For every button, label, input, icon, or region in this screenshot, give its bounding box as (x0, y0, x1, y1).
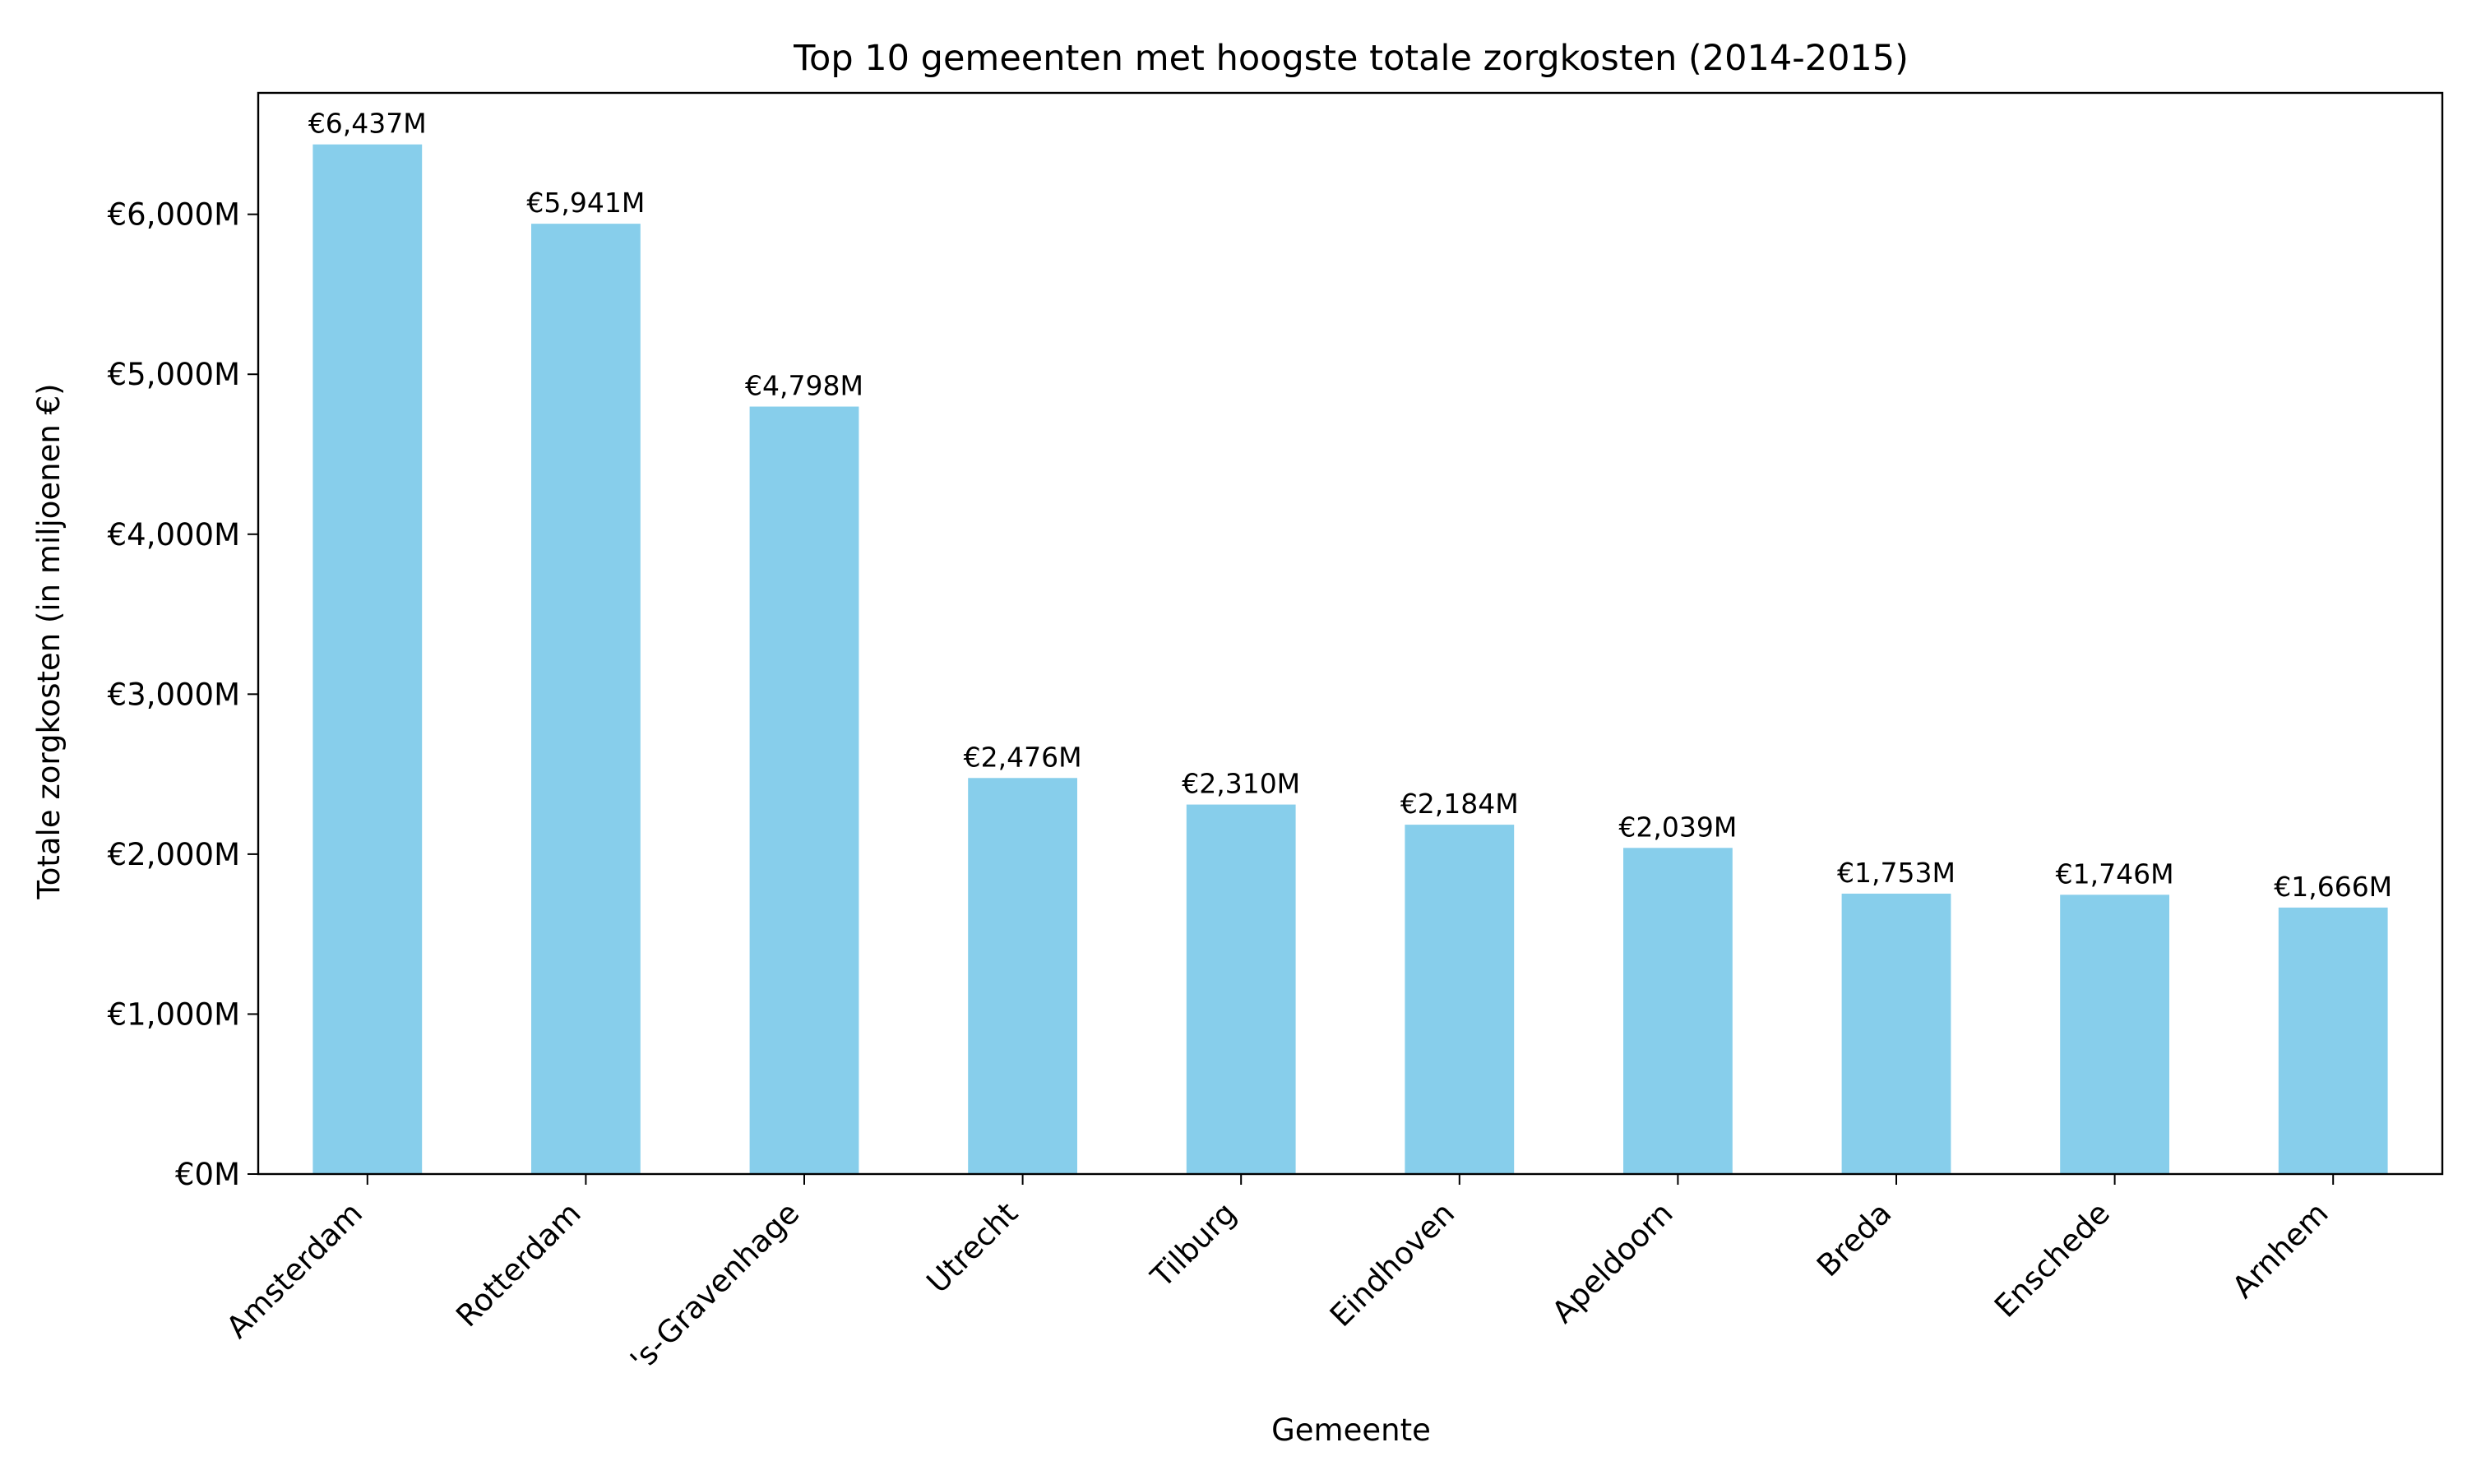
x-tick-label-8: Enschede (1988, 1195, 2117, 1325)
data-label-4: €2,310M (1182, 768, 1300, 800)
y-tick-label-3: €3,000M (108, 677, 240, 712)
y-tick-label-6: €6,000M (108, 197, 240, 233)
x-tick-label-4: Tilburg (1144, 1195, 1243, 1295)
bar-7 (1841, 893, 1951, 1174)
y-tick-label-0: €0M (175, 1157, 240, 1192)
x-tick-label-9: Arnhem (2225, 1195, 2335, 1305)
axes-frame (257, 91, 2444, 1176)
data-label-5: €2,184M (1400, 788, 1519, 820)
bar-3 (968, 778, 1077, 1174)
data-label-3: €2,476M (964, 741, 1082, 773)
bar-6 (1623, 848, 1733, 1174)
data-label-2: €4,798M (745, 370, 863, 402)
x-tick-label-1: Rotterdam (449, 1195, 587, 1334)
data-label-8: €1,746M (2056, 858, 2174, 890)
bar-0 (312, 144, 423, 1174)
chart-title: Top 10 gemeenten met hoogste totale zorg… (793, 38, 1909, 79)
data-label-6: €2,039M (1618, 811, 1737, 843)
data-label-0: €6,437M (308, 108, 427, 140)
bar-5 (1405, 825, 1515, 1174)
y-tick-label-4: €4,000M (108, 517, 240, 552)
x-tick-label-3: Utrecht (920, 1195, 1025, 1300)
x-axis-label: Gemeente (1271, 1412, 1431, 1448)
y-tick-label-1: €1,000M (108, 996, 240, 1032)
x-tick-label-2: 's-Gravenhage (623, 1195, 806, 1378)
y-tick-label-2: €2,000M (108, 837, 240, 872)
y-tick-label-5: €5,000M (108, 357, 240, 392)
plot-area: €6,437M Amsterdam €5,941M Rotterdam €4,798M '… (108, 91, 2444, 1378)
data-label-7: €1,753M (1837, 857, 1956, 889)
x-tick-label-6: Apeldoorn (1545, 1195, 1680, 1330)
bar-2 (749, 406, 859, 1174)
data-label-1: €5,941M (526, 187, 645, 219)
bar-1 (531, 224, 641, 1174)
y-axis-label: Totale zorgkosten (in miljoenen €) (31, 383, 67, 899)
bar-8 (2060, 895, 2169, 1174)
x-tick-label-0: Amsterdam (220, 1195, 369, 1345)
bar-4 (1186, 804, 1296, 1174)
bar-9 (2278, 907, 2388, 1174)
x-tick-label-7: Breda (1810, 1195, 1898, 1283)
x-tick-label-5: Eindhoven (1323, 1195, 1461, 1334)
data-label-9: €1,666M (2274, 871, 2392, 903)
